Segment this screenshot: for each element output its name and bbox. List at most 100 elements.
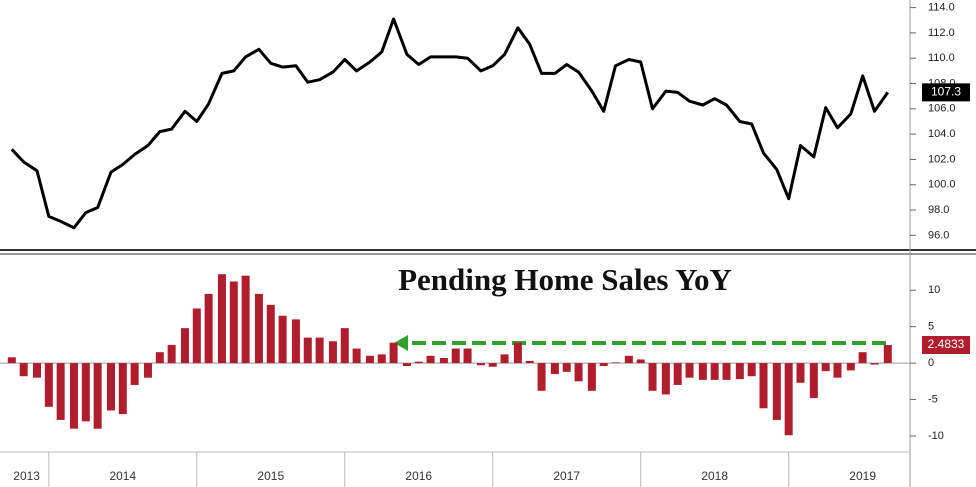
bar [291,319,300,364]
bar [439,358,448,364]
bar [451,348,460,364]
y-tick-label: 106.0 [928,103,956,115]
bar [513,342,522,364]
bar [698,363,707,380]
bar [463,348,472,364]
bar [328,341,337,364]
bar [759,363,768,409]
y-tick-label: -10 [928,430,944,442]
bar [44,363,53,407]
bar [537,363,546,391]
bar [661,363,670,395]
arrow-head [394,335,408,351]
bar [315,337,324,364]
bar [525,360,534,364]
annotation-arrow [394,335,886,351]
x-tick-label: 2013 [13,469,40,483]
bar [377,354,386,364]
bar [167,344,176,364]
y-tick-label: 100.0 [928,179,956,191]
bar [204,293,213,364]
y-tick-label: 0 [928,357,934,369]
y-tick-label: 5 [928,321,934,333]
bar [883,345,892,364]
bar [735,363,744,380]
bar [833,363,842,378]
last-value-label: 107.3 [931,85,961,99]
line [10,17,890,230]
bar [796,363,805,383]
bar [303,337,312,364]
bar [784,363,793,436]
bar [143,363,152,378]
bar [32,363,41,378]
bar [266,304,275,364]
bar [722,363,731,380]
bar [389,342,398,364]
bar [772,363,781,420]
bar [624,355,633,364]
bar [685,363,694,378]
bar [673,363,682,385]
x-tick-label: 2019 [849,469,876,483]
bar [365,355,374,364]
bar [636,359,645,364]
bar [56,363,65,420]
last-value-box [922,336,970,355]
y-tick-label: -5 [928,393,938,405]
bar [278,315,287,364]
bar [821,363,830,372]
y-tick-label: 110.0 [928,52,955,64]
bar [402,363,411,367]
bar [340,328,349,364]
bar [599,363,608,367]
bar [476,363,485,366]
y-tick-label: 102.0 [928,153,956,165]
x-tick-label: 2015 [257,469,284,483]
bar [550,363,559,375]
y-tick-label: 10 [928,284,940,296]
bar [69,363,78,429]
bar [7,357,16,364]
bar [192,308,201,364]
bar [130,363,139,385]
x-tick-label: 2014 [109,469,136,483]
x-tick-label: 2018 [701,469,728,483]
bar [500,354,509,364]
bar [81,363,90,422]
y-tick-label: 98.0 [928,204,949,216]
bar [648,363,657,391]
bar [846,363,855,371]
bar [229,281,238,364]
bar [426,355,435,364]
bar [241,275,250,364]
bar [587,363,596,391]
bar [562,363,571,372]
bar [254,293,263,364]
bar [710,363,719,380]
last-value-box [922,83,970,102]
bar [747,363,756,377]
bar [352,348,361,364]
chart-title: Pending Home Sales YoY [398,262,732,297]
y-tick-label: 114.0 [928,1,955,13]
bar [870,363,879,365]
bar [809,363,818,399]
y-tick-label: 112.0 [928,27,955,39]
last-value-label: 2.4833 [928,337,965,351]
y-tick-label: 104.0 [928,128,956,140]
bar [155,352,164,364]
bar [217,274,226,364]
bar [118,363,127,415]
bar [93,363,102,429]
bar [19,363,28,377]
bar [106,363,115,411]
x-tick-label: 2016 [405,469,432,483]
y-tick-label: 96.0 [928,229,949,241]
x-tick-label: 2017 [553,469,580,483]
bar [858,352,867,364]
bar [574,363,583,382]
bar [180,328,189,364]
